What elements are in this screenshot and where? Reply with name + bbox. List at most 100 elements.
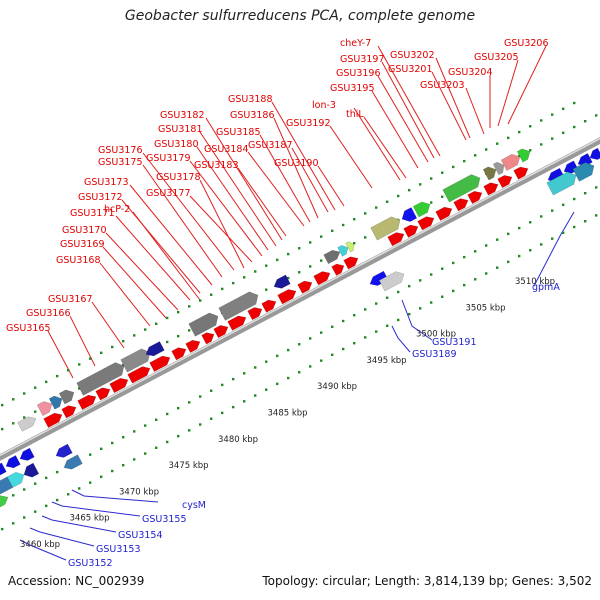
gene-label[interactable]: GSU3187	[248, 140, 293, 151]
gene-arrow	[572, 162, 595, 182]
gene-label[interactable]: GSU3191	[432, 337, 477, 348]
track-dot	[210, 293, 213, 296]
track-dot	[573, 101, 576, 105]
gene-label[interactable]: cysM	[182, 500, 206, 511]
gene-label[interactable]: GSU3172	[78, 192, 123, 203]
track-dot	[474, 250, 477, 253]
gene-label[interactable]: GSU3167	[48, 294, 93, 305]
track-dot	[188, 329, 191, 332]
gene-label[interactable]: GSU3154	[118, 530, 163, 541]
track-dot	[67, 369, 70, 372]
gene-label[interactable]: GSU3206	[504, 38, 549, 49]
track-dot	[188, 305, 191, 308]
gene-label[interactable]: GSU3152	[68, 558, 113, 569]
gene-arrow	[435, 206, 453, 221]
track-dot	[56, 470, 59, 474]
gene-label[interactable]: GSU3205	[474, 52, 519, 63]
track-dot	[287, 252, 290, 256]
track-dot	[12, 422, 15, 425]
track-dot	[430, 273, 433, 276]
ruler-label: 3500 kbp	[416, 330, 456, 340]
gene-label[interactable]: GSU3175	[98, 157, 143, 168]
track-dot	[298, 247, 301, 250]
track-dot	[540, 143, 543, 146]
track-dot	[23, 392, 26, 395]
track-dot	[177, 310, 180, 314]
gene-label[interactable]: GSU3203	[420, 80, 465, 91]
track-dot	[232, 281, 235, 285]
gene-arrow	[0, 462, 7, 477]
track-dot	[397, 290, 400, 294]
track-dot	[364, 308, 367, 311]
gene-label[interactable]: thiL	[346, 109, 364, 120]
gene-label[interactable]: GSU3188	[228, 94, 273, 105]
ruler-label: 3480 kbp	[218, 435, 258, 445]
gene-label[interactable]: GSU3171	[70, 208, 115, 219]
gene-label[interactable]: GSU3204	[448, 67, 493, 78]
track-dot	[342, 347, 345, 351]
topology-summary: Topology: circular; Length: 3,814,139 bp…	[262, 574, 592, 588]
track-dot	[45, 476, 48, 480]
gene-label[interactable]: GSU3168	[56, 255, 101, 266]
gene-label[interactable]: GSU3153	[96, 544, 141, 555]
track-dot	[221, 287, 224, 291]
gene-label[interactable]: GSU3202	[390, 50, 435, 61]
track-dot	[23, 516, 26, 519]
track-dot	[177, 406, 180, 410]
track-dot	[584, 192, 587, 195]
track-dot	[573, 225, 576, 229]
gene-label[interactable]: GSU3197	[340, 54, 385, 65]
track-dot	[287, 348, 290, 352]
ruler-labels: 3460 kbp 3465 kbp 3470 kbp 3475 kbp 3480 kbp…	[20, 277, 555, 550]
gene-label[interactable]: GSU3179	[146, 153, 191, 164]
ruler-label: 3485 kbp	[268, 409, 308, 419]
gene-arrow	[17, 416, 37, 432]
gene-label[interactable]: GSU3192	[286, 118, 331, 129]
gene-label[interactable]: GSU3190	[274, 158, 319, 169]
track-dot	[243, 276, 246, 279]
gene-arrow	[23, 462, 40, 478]
gene-label[interactable]: GSU3176	[98, 145, 143, 156]
gene-label[interactable]: hcP-2	[104, 204, 130, 215]
gene-label[interactable]: GSU3195	[330, 83, 375, 94]
gene-label[interactable]: GSU3196	[336, 68, 381, 79]
gene-label[interactable]: GSU3173	[84, 177, 129, 188]
track-dot	[199, 299, 202, 302]
gene-label[interactable]: GSU3155	[142, 514, 187, 525]
gene-label[interactable]: GSU3185	[216, 127, 261, 138]
track-dot	[485, 272, 488, 275]
gene-label[interactable]: GSU3183	[194, 160, 239, 171]
gene-arrow	[58, 389, 75, 405]
gene-arrow	[453, 198, 469, 212]
gene-label[interactable]: GSU3181	[158, 124, 203, 135]
gene-label[interactable]: GSU3189	[412, 349, 457, 360]
gene-label[interactable]: gpmA	[532, 282, 560, 293]
gene-label[interactable]: GSU3169	[60, 239, 105, 250]
gene-label[interactable]: GSU3178	[156, 172, 201, 183]
track-dot	[540, 215, 543, 218]
gene-label[interactable]: GSU3184	[204, 144, 249, 155]
gene-label[interactable]: GSU3180	[154, 139, 199, 150]
track-dot	[298, 271, 301, 274]
gene-arrow	[188, 312, 219, 337]
gene-arrow	[19, 447, 35, 461]
gene-label[interactable]: cheY-7	[340, 38, 371, 49]
gene-label[interactable]: GSU3182	[160, 110, 205, 121]
track-dot	[562, 203, 565, 207]
gene-label[interactable]: GSU3170	[62, 225, 107, 236]
track-dot	[1, 427, 4, 431]
gene-label[interactable]: GSU3201	[388, 64, 433, 75]
gene-label[interactable]: GSU3186	[230, 110, 275, 121]
track-dot	[518, 254, 521, 258]
gene-label[interactable]: GSU3165	[6, 323, 51, 334]
track-dot	[287, 376, 290, 380]
gene-label[interactable]: GSU3166	[26, 308, 71, 319]
gene-arrow	[120, 348, 151, 373]
track-dot	[1, 403, 4, 407]
track-dot	[309, 241, 312, 244]
gene-label[interactable]: GSU3177	[146, 188, 191, 199]
track-dot	[276, 354, 279, 358]
track-dot	[507, 260, 510, 264]
gene-label[interactable]: lon-3	[312, 100, 336, 111]
